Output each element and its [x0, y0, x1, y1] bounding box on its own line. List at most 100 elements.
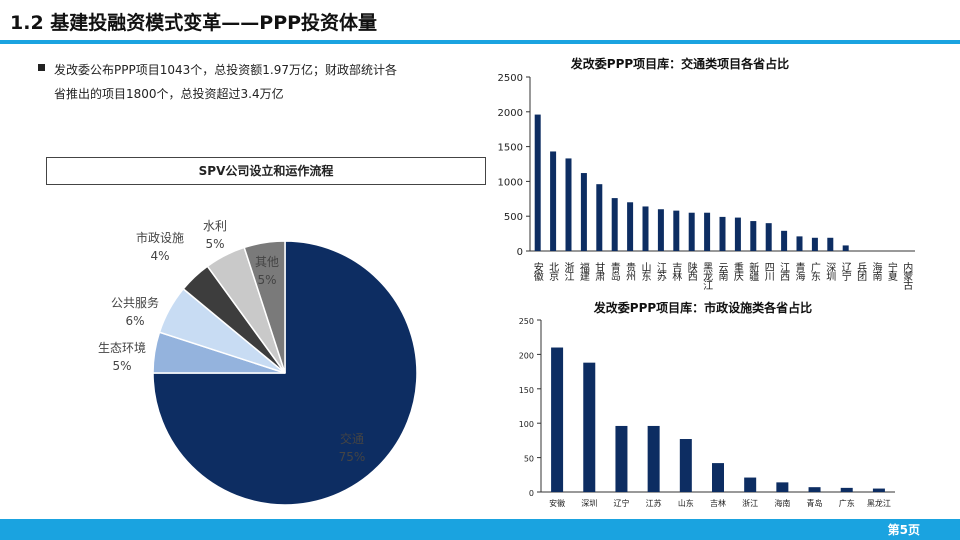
y-tick-label: 150: [519, 386, 534, 395]
x-tick-label: 青岛: [807, 498, 823, 508]
bar: [673, 210, 680, 251]
bar: [596, 184, 603, 251]
pie-label: 水利: [203, 219, 227, 233]
bar: [534, 114, 541, 251]
bar: [750, 221, 757, 251]
pie-percent: 5%: [257, 273, 276, 287]
bar: [744, 477, 757, 492]
y-tick-label: 500: [504, 212, 523, 223]
y-tick-label: 50: [524, 455, 534, 464]
x-tick-label: 辽宁: [839, 262, 851, 281]
bar: [647, 425, 660, 492]
x-tick-label: 北京: [547, 262, 559, 282]
y-tick-label: 1000: [498, 177, 523, 188]
y-tick-label: 250: [519, 317, 534, 326]
y-tick-label: 0: [517, 247, 523, 258]
x-tick-label: 贵州: [624, 261, 636, 281]
bar: [712, 463, 724, 492]
y-tick-label: 200: [519, 351, 534, 360]
bar: [765, 223, 772, 251]
x-tick-label: 新疆: [747, 261, 759, 282]
y-tick-label: 2500: [498, 73, 523, 84]
x-tick-label: 青海: [793, 261, 805, 282]
x-tick-label: 江苏: [654, 262, 666, 282]
bar: [615, 425, 628, 492]
x-tick-label: 福建: [577, 261, 589, 281]
bar: [565, 158, 572, 251]
x-tick-label: 云南: [716, 262, 728, 281]
bar: [840, 487, 853, 492]
bar: [580, 173, 587, 251]
x-tick-label: 山东: [678, 498, 694, 508]
bar: [734, 217, 741, 251]
bar: [781, 230, 788, 251]
bar: [827, 237, 834, 251]
bar: [796, 236, 803, 251]
pie-percent: 4%: [150, 249, 169, 263]
x-tick-label: 浙江: [562, 262, 574, 281]
pie-chart-title: SPV公司设立和运作流程: [46, 157, 486, 185]
x-tick-label: 深圳: [824, 262, 836, 281]
page-number: 第5页: [887, 523, 920, 537]
x-tick-label: 海南: [870, 261, 882, 281]
bar: [583, 362, 596, 492]
pie-slice-6: [243, 240, 286, 374]
pie-percent: 5%: [112, 359, 131, 373]
x-tick-label: 江苏: [646, 498, 662, 508]
pie-label: 其他: [255, 255, 279, 269]
x-tick-label: 宁夏: [885, 261, 897, 281]
pie-label: 生态环境: [98, 340, 146, 355]
pie-label: 市政设施: [136, 230, 184, 245]
bar: [550, 151, 557, 251]
bar: [872, 488, 885, 492]
bar: [657, 209, 664, 251]
x-tick-label: 兵团: [855, 261, 867, 282]
bullet-line-1: 发改委公布PPP项目1043个，总投资额1.97万亿；财政部统计各: [54, 63, 397, 77]
x-tick-label: 深圳: [581, 498, 597, 508]
title-rule: [0, 40, 960, 44]
bar: [811, 237, 818, 251]
bullet-square-icon: [38, 64, 45, 71]
x-tick-label: 山东: [639, 262, 651, 281]
x-tick-label: 海南: [774, 498, 790, 508]
footer-bar: [0, 519, 960, 540]
x-tick-label: 四川: [762, 262, 774, 281]
bar-chart-title: 发改委PPP项目库：交通类项目各省占比: [570, 56, 789, 71]
y-tick-label: 0: [529, 489, 534, 498]
pie-percent: 6%: [125, 314, 144, 328]
x-tick-label: 黑龙江: [867, 498, 891, 508]
x-tick-label: 安徽: [549, 498, 565, 508]
x-tick-label: 辽宁: [613, 498, 629, 508]
x-tick-label: 重庆: [731, 261, 743, 282]
bar: [627, 202, 634, 251]
pie-slice-1: [152, 240, 418, 506]
x-tick-label: 黑龙江: [701, 262, 713, 290]
bar: [688, 212, 695, 251]
pie-percent: 5%: [205, 237, 224, 251]
x-tick-label: 青岛: [608, 261, 620, 282]
bar: [719, 216, 726, 251]
pie-label: 交通: [340, 431, 364, 446]
y-tick-label: 100: [519, 420, 534, 429]
x-tick-label: 吉林: [670, 262, 682, 282]
bar: [808, 487, 821, 492]
y-tick-label: 1500: [498, 143, 523, 154]
bullet-line-2: 省推出的项目1800个，总投资超过3.4万亿: [54, 87, 284, 101]
x-tick-label: 江西: [778, 262, 790, 281]
x-tick-label: 安徽: [531, 261, 543, 282]
y-tick-label: 2000: [498, 108, 523, 119]
x-tick-label: 广东: [839, 498, 855, 508]
x-tick-label: 吉林: [710, 498, 726, 508]
bar: [611, 198, 618, 251]
x-tick-label: 陕西: [685, 261, 697, 281]
bullet-text: 发改委公布PPP项目1043个，总投资额1.97万亿；财政部统计各 省推出的项目…: [54, 58, 454, 106]
pie-label: 公共服务: [111, 295, 159, 310]
bar: [842, 245, 849, 251]
bar: [551, 347, 564, 492]
x-tick-label: 甘肃: [593, 261, 605, 282]
x-tick-label: 内蒙古: [901, 261, 913, 291]
bar-chart-title: 发改委PPP项目库：市政设施类各省占比: [593, 300, 812, 315]
